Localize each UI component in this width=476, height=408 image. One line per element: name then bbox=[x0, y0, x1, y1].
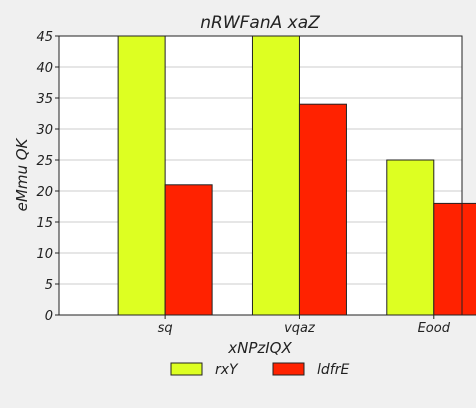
y-tick-label: 25 bbox=[36, 154, 53, 169]
x-axis-ticks: sq vqaz Eood bbox=[158, 315, 451, 336]
legend-label-ldfrE: ldfrE bbox=[317, 362, 349, 378]
x-tick-label: sq bbox=[158, 321, 173, 336]
y-tick-label: 15 bbox=[36, 216, 53, 231]
y-tick-label: 10 bbox=[36, 247, 53, 262]
y-axis-ticks: 0 5 10 15 20 25 30 35 40 45 bbox=[36, 30, 59, 324]
x-tick-label: Eood bbox=[418, 321, 451, 336]
y-tick-label: 20 bbox=[36, 185, 53, 200]
y-tick-label: 30 bbox=[36, 123, 53, 138]
bar-ldfrE-Eood bbox=[434, 203, 476, 315]
y-tick-label: 45 bbox=[36, 30, 53, 45]
bar-ldfrE-vqaz bbox=[299, 104, 346, 315]
bar-rxY-sq bbox=[118, 36, 165, 315]
bar-ldfrE-sq bbox=[165, 185, 212, 315]
legend-swatch-rxY bbox=[171, 363, 202, 375]
legend-label-rxY: rxY bbox=[215, 362, 239, 378]
legend: rxY ldfrE bbox=[171, 362, 349, 378]
y-tick-label: 5 bbox=[45, 278, 53, 293]
y-tick-label: 0 bbox=[45, 309, 53, 324]
legend-swatch-ldfrE bbox=[273, 363, 304, 375]
x-tick-label: vqaz bbox=[284, 321, 316, 336]
chart-title: nRWFanA xaZ bbox=[200, 13, 320, 33]
y-tick-label: 40 bbox=[36, 61, 53, 76]
bar-rxY-Eood bbox=[387, 160, 434, 315]
y-axis-label: eMmu QK bbox=[13, 137, 31, 211]
bar-rxY-vqaz bbox=[252, 36, 299, 315]
x-axis-label: xNPzIQX bbox=[227, 339, 292, 357]
y-tick-label: 35 bbox=[36, 92, 53, 107]
